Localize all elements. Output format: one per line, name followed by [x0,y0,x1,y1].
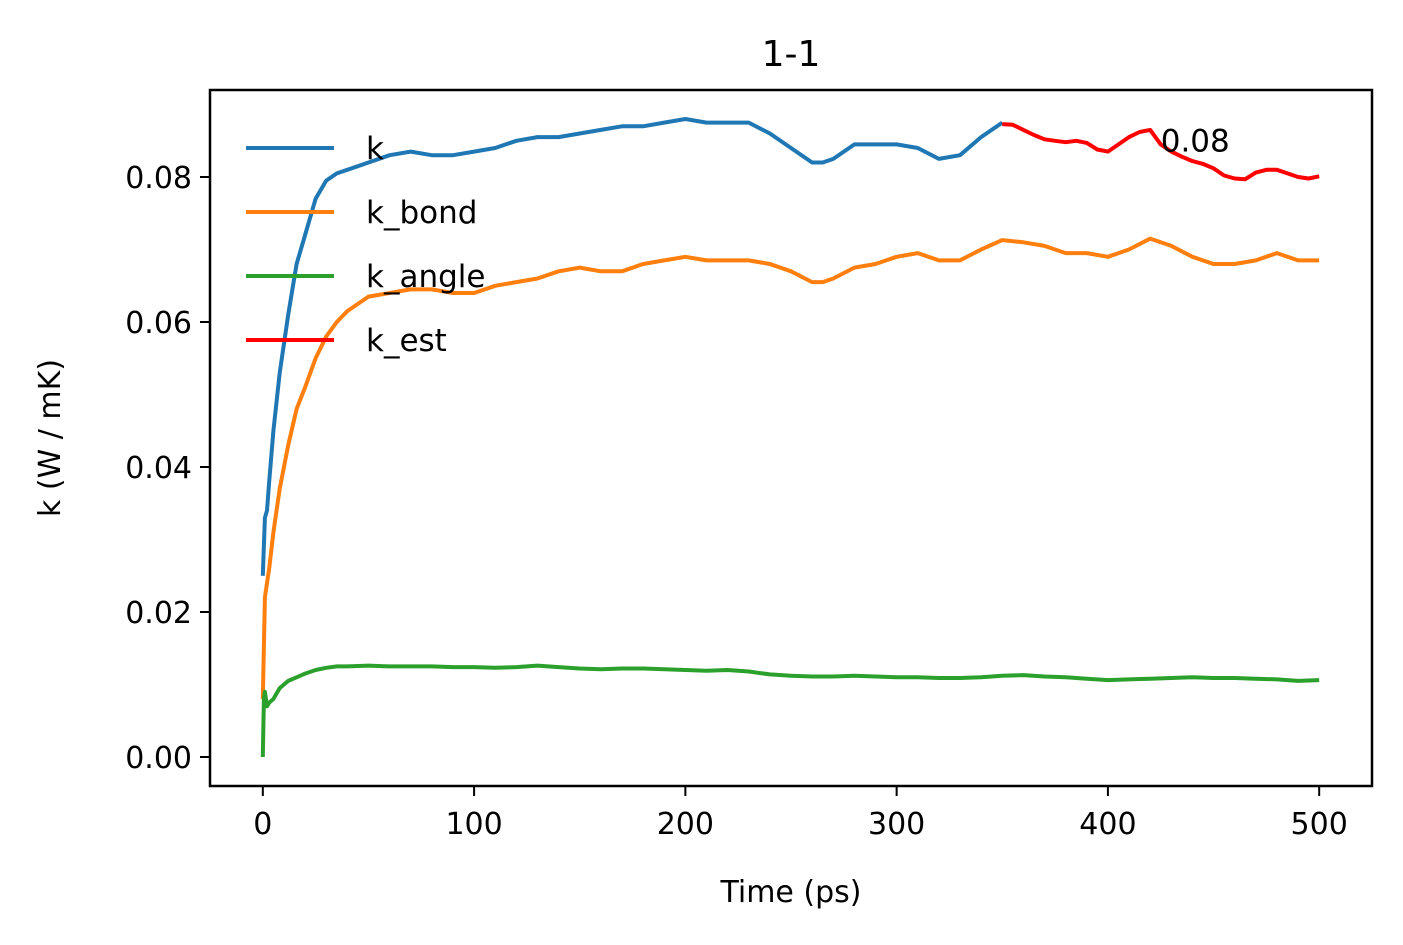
plot-frame [208,88,1374,788]
series-line-k-angle [260,663,1320,758]
x-axis-ticks: 0 100 200 300 400 500 [253,786,1348,842]
legend-label-k-bond: k_bond [366,195,477,231]
x-tick-label: 400 [1079,807,1136,842]
series-line-k [260,117,1004,576]
legend-label-k-est: k_est [366,323,447,359]
y-tick-label: 0.00 [125,741,192,776]
legend-label-k: k [366,131,384,167]
x-tick-label: 100 [445,807,502,842]
y-tick-label: 0.06 [125,306,192,341]
y-axis-ticks: 0.00 0.02 0.04 0.06 0.08 [125,161,210,776]
y-axis-label: k (W / mK) [33,359,68,517]
annotation-label: 0.08 [1161,124,1230,160]
y-tick-label: 0.04 [125,451,192,486]
y-tick-label: 0.02 [125,596,192,631]
y-tick-label: 0.08 [125,161,192,196]
x-tick-label: 200 [657,807,714,842]
x-tick-label: 0 [253,807,272,842]
x-tick-label: 300 [868,807,925,842]
legend: k k_bond k_angle k_est [246,131,485,359]
x-axis-label: Time (ps) [719,875,861,910]
legend-label-k-angle: k_angle [366,259,485,295]
chart-title: 1-1 [762,34,821,75]
x-tick-label: 500 [1291,807,1348,842]
series-line-k-est [1002,122,1320,182]
